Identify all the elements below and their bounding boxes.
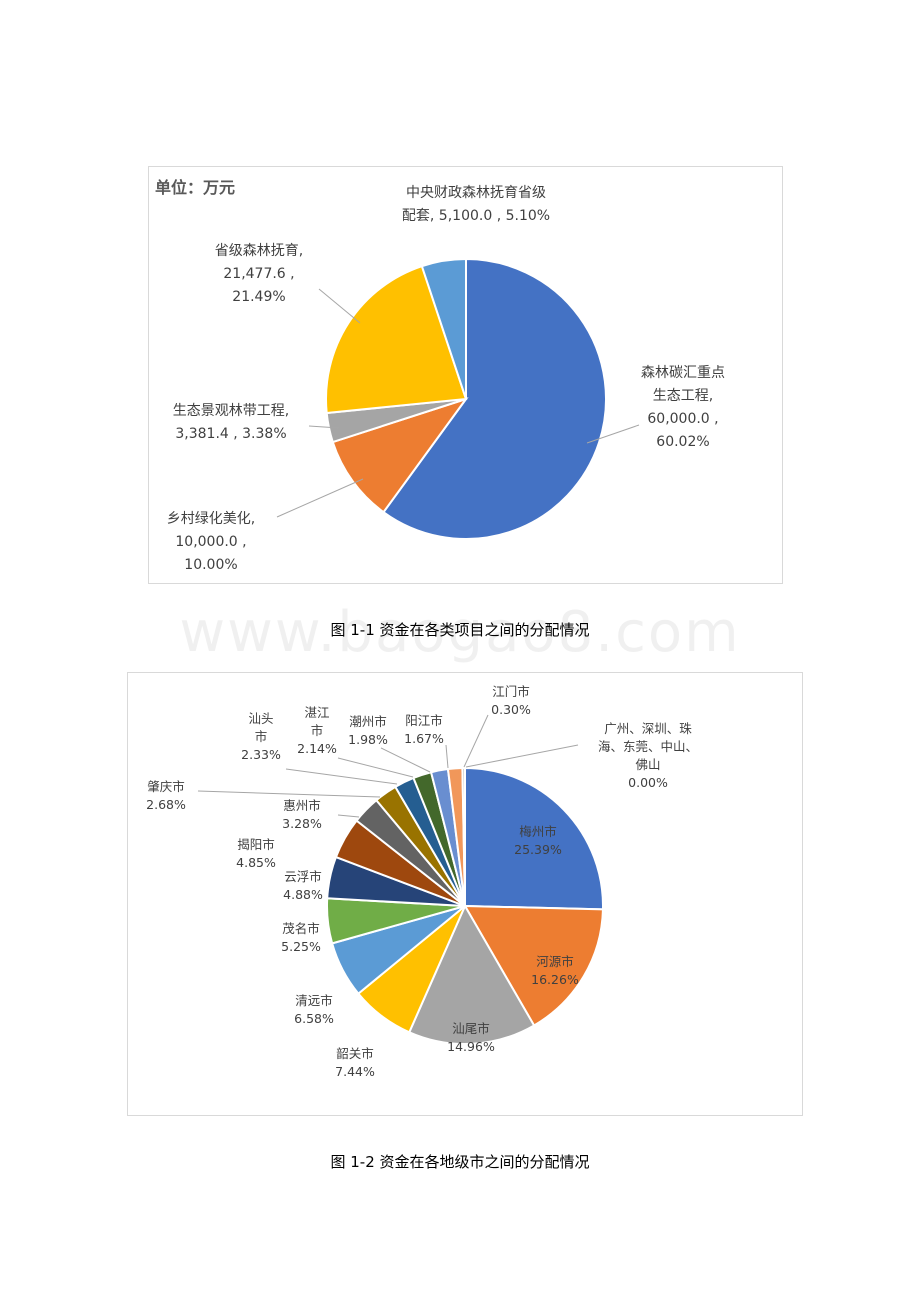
pie2-label-2-line-0: 汕尾市	[452, 1021, 490, 1036]
pie1-leader-line-1	[276, 478, 364, 518]
pie1-label-0-line-1: 生态工程,	[653, 388, 713, 404]
pie1-label-1-line-0: 乡村绿化美化,	[167, 511, 255, 527]
pie2-label-7-line-1: 4.85%	[236, 855, 276, 870]
pie2-label-2: 汕尾市 14.96%	[447, 1021, 495, 1054]
pie1-label-4-line-0: 中央财政森林抚育省级	[406, 185, 546, 201]
pie2-label-11-line-1: 市	[311, 723, 324, 738]
pie2-label-6-line-0: 云浮市	[284, 869, 322, 884]
pie2-label-5: 茂名市 5.25%	[281, 921, 321, 954]
pie2-label-5-line-0: 茂名市	[282, 921, 320, 936]
pie2-label-7-line-0: 揭阳市	[237, 837, 275, 852]
pie2-leader-line-10	[285, 768, 398, 785]
pie2-label-8-line-1: 3.28%	[282, 816, 322, 831]
pie2-label-3-line-1: 7.44%	[335, 1064, 375, 1079]
pie2-label-9: 肇庆市 2.68%	[146, 779, 186, 812]
pie2-leader-line-14	[463, 714, 489, 768]
pie2-label-6-line-1: 4.88%	[283, 887, 323, 902]
pie1-label-0-line-3: 60.02%	[656, 434, 709, 450]
pie1-label-0-line-0: 森林碳汇重点	[641, 365, 725, 381]
pie1-label-3: 省级森林抚育, 21,477.6 , 21.49%	[215, 243, 303, 305]
pie2-label-12-line-0: 潮州市	[349, 714, 387, 729]
pie1-label-2-line-1: 3,381.4 , 3.38%	[175, 426, 286, 442]
pie2-slice-2	[407, 903, 536, 1045]
pie1-label-2-line-0: 生态景观林带工程,	[173, 403, 289, 419]
pie2-label-1-line-0: 河源市	[536, 954, 574, 969]
pie1-label-3-line-1: 21,477.6 ,	[223, 266, 294, 282]
pie2-label-11-line-0: 湛江	[304, 705, 329, 720]
pie2-label-0-line-1: 25.39%	[514, 842, 562, 857]
pie1-label-3-line-0: 省级森林抚育,	[215, 243, 303, 259]
pie1-label-4-line-1: 配套, 5,100.0 , 5.10%	[402, 208, 550, 224]
pie2-leader-line-9	[197, 790, 381, 798]
pie2-label-8-line-0: 惠州市	[283, 798, 321, 813]
pie2-leader-line-12	[380, 747, 431, 773]
pie2-label-3: 韶关市 7.44%	[335, 1046, 375, 1079]
pie1-leader-line-2	[308, 425, 340, 429]
pie2-leader-line-8	[337, 814, 360, 818]
pie2-label-14-line-1: 0.30%	[491, 702, 531, 717]
pie2-slice-14	[461, 766, 466, 907]
pie1-leader-line-3	[318, 288, 361, 324]
pie2-label-14-line-0: 江门市	[492, 684, 530, 699]
pie2-leader-line-15	[465, 744, 579, 768]
pie2-label-4-line-1: 6.58%	[294, 1011, 334, 1026]
pie1-label-2: 生态景观林带工程, 3,381.4 , 3.38%	[173, 403, 289, 442]
pie2-label-9-line-0: 肇庆市	[147, 779, 185, 794]
pie1-slice-1	[331, 397, 469, 514]
pie2-label-15-line-0: 广州、深圳、珠	[604, 721, 692, 736]
pie2-label-13-line-1: 1.67%	[404, 731, 444, 746]
figure-caption-1: 图 1-1 资金在各类项目之间的分配情况	[330, 621, 590, 639]
pie2-leader-line-13	[445, 744, 449, 769]
pie1-label-3-line-2: 21.49%	[232, 289, 285, 305]
pie1-label-1: 乡村绿化美化, 10,000.0 , 10.00%	[167, 511, 255, 573]
pie1-leader-line-0	[586, 424, 640, 444]
pie2-label-7: 揭阳市 4.85%	[236, 837, 276, 870]
pie2-label-12-line-1: 1.98%	[348, 732, 388, 747]
pie2-label-15-line-2: 佛山	[635, 757, 660, 772]
pie2-label-1: 河源市 16.26%	[531, 954, 579, 987]
pie1-label-4: 中央财政森林抚育省级配套, 5,100.0 , 5.10%	[402, 185, 550, 224]
pie2-label-10-line-1: 市	[255, 729, 268, 744]
pie1-slice-4	[420, 257, 467, 400]
pie-chart-city-allocation: 梅州市 25.39% 河源市 16.26% 汕尾市 14.96% 韶关市 7.44% 清远市 6.…	[127, 672, 803, 1116]
pie2-label-15-line-3: 0.00%	[628, 775, 668, 790]
pie1-label-1-line-2: 10.00%	[184, 557, 237, 573]
pie2-label-4: 清远市 6.58%	[294, 993, 334, 1026]
pie2-label-0-line-0: 梅州市	[519, 824, 557, 839]
pie2-label-15: 广州、深圳、珠海、东莞、中山、佛山 0.00%	[598, 721, 698, 790]
pie1-label-0: 森林碳汇重点生态工程, 60,000.0 , 60.02%	[641, 365, 725, 450]
pie2-label-4-line-0: 清远市	[295, 993, 333, 1008]
pie2-label-11: 湛江市 2.14%	[297, 705, 337, 756]
pie2-label-8: 惠州市 3.28%	[282, 798, 322, 831]
pie-chart-2-svg: 梅州市 25.39% 河源市 16.26% 汕尾市 14.96% 韶关市 7.44% 清远市 6.…	[146, 684, 698, 1079]
pie2-label-10-line-0: 汕头	[248, 711, 273, 726]
pie2-label-10-line-2: 2.33%	[241, 747, 281, 762]
pie2-label-6: 云浮市 4.88%	[283, 869, 323, 902]
pie2-label-14: 江门市 0.30%	[491, 684, 531, 717]
pie1-label-1-line-1: 10,000.0 ,	[175, 534, 246, 550]
pie2-label-15-line-1: 海、东莞、中山、	[598, 739, 698, 754]
pie2-label-1-line-1: 16.26%	[531, 972, 579, 987]
pie2-label-13-line-0: 阳江市	[405, 713, 443, 728]
pie2-slice-1	[463, 904, 604, 1027]
unit-label: 单位：万元	[155, 178, 235, 197]
pie2-label-12: 潮州市 1.98%	[348, 714, 388, 747]
pie-chart-project-allocation: 单位：万元森林碳汇重点生态工程, 60,000.0 , 60.02% 乡村绿化美化, 1…	[148, 166, 783, 584]
pie1-label-0-line-2: 60,000.0 ,	[647, 411, 718, 427]
pie2-label-9-line-1: 2.68%	[146, 797, 186, 812]
pie2-label-0: 梅州市 25.39%	[514, 824, 562, 857]
pie2-slice-0	[464, 766, 604, 911]
pie2-label-11-line-2: 2.14%	[297, 741, 337, 756]
pie2-label-3-line-0: 韶关市	[336, 1046, 374, 1061]
pie1-slice-3	[325, 264, 468, 415]
figure-caption-2: 图 1-2 资金在各地级市之间的分配情况	[330, 1153, 590, 1171]
pie1-slice-0	[382, 257, 607, 540]
pie2-label-2-line-1: 14.96%	[447, 1039, 495, 1054]
pie2-label-5-line-1: 5.25%	[281, 939, 321, 954]
pie2-label-13: 阳江市 1.67%	[404, 713, 444, 746]
pie2-leader-line-11	[337, 757, 414, 778]
pie2-label-10: 汕头市 2.33%	[241, 711, 281, 762]
